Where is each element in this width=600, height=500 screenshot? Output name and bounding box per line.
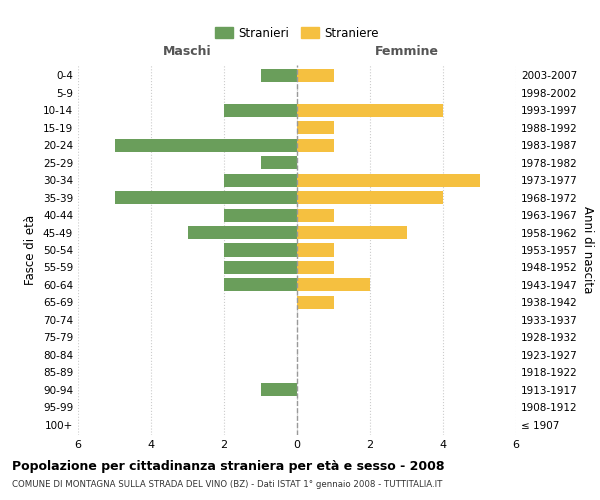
Bar bbox=[260, 69, 297, 82]
Text: Femmine: Femmine bbox=[374, 44, 439, 58]
Bar bbox=[297, 138, 334, 152]
Bar bbox=[297, 208, 334, 222]
Y-axis label: Anni di nascita: Anni di nascita bbox=[581, 206, 594, 294]
Bar bbox=[224, 244, 297, 256]
Text: Popolazione per cittadinanza straniera per età e sesso - 2008: Popolazione per cittadinanza straniera p… bbox=[12, 460, 445, 473]
Bar bbox=[224, 104, 297, 117]
Bar bbox=[297, 104, 443, 117]
Bar bbox=[224, 261, 297, 274]
Bar bbox=[260, 156, 297, 170]
Bar bbox=[224, 278, 297, 291]
Bar bbox=[115, 191, 297, 204]
Bar bbox=[260, 383, 297, 396]
Bar bbox=[297, 244, 334, 256]
Bar bbox=[297, 122, 334, 134]
Bar bbox=[297, 278, 370, 291]
Text: Maschi: Maschi bbox=[163, 44, 212, 58]
Bar bbox=[224, 174, 297, 186]
Bar bbox=[297, 69, 334, 82]
Bar bbox=[297, 261, 334, 274]
Bar bbox=[115, 138, 297, 152]
Bar bbox=[297, 296, 334, 309]
Text: COMUNE DI MONTAGNA SULLA STRADA DEL VINO (BZ) - Dati ISTAT 1° gennaio 2008 - TUT: COMUNE DI MONTAGNA SULLA STRADA DEL VINO… bbox=[12, 480, 442, 489]
Y-axis label: Fasce di età: Fasce di età bbox=[25, 215, 37, 285]
Legend: Stranieri, Straniere: Stranieri, Straniere bbox=[215, 26, 379, 40]
Bar bbox=[297, 191, 443, 204]
Bar bbox=[187, 226, 297, 239]
Bar bbox=[224, 208, 297, 222]
Bar bbox=[297, 226, 407, 239]
Bar bbox=[297, 174, 479, 186]
